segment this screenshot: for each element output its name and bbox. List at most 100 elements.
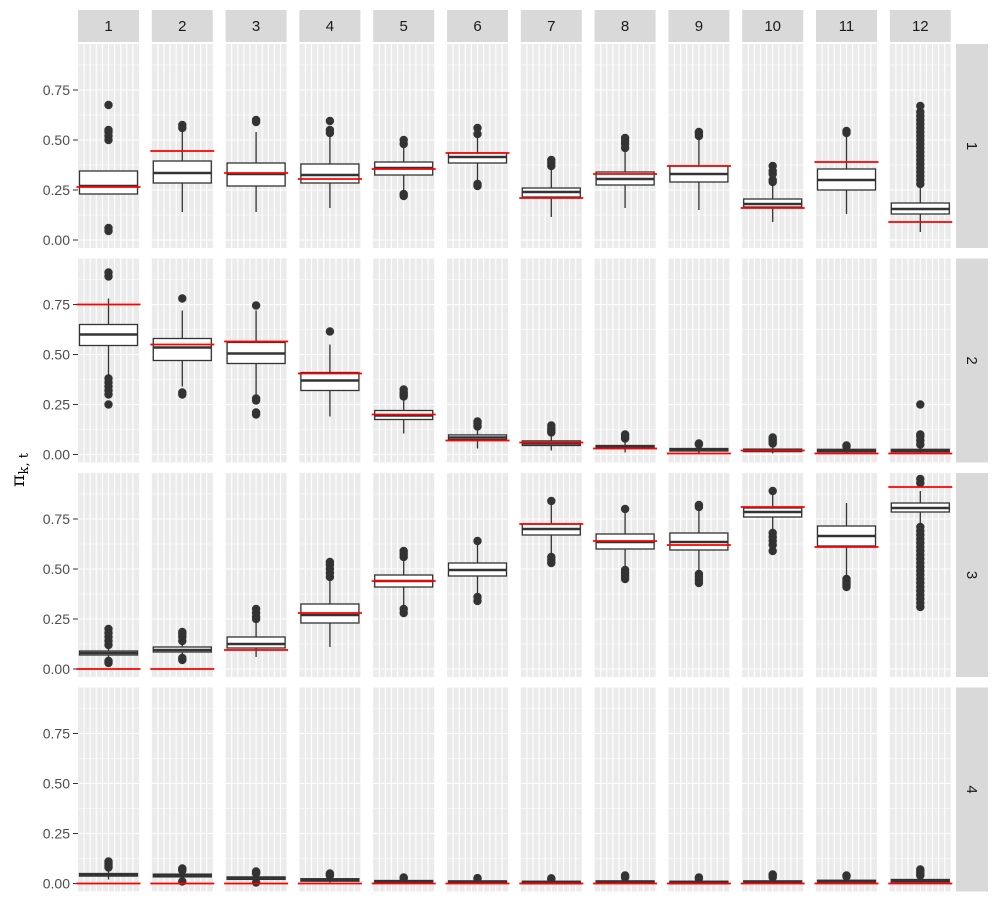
panel-row1-col5 <box>371 44 436 248</box>
column-strip-label-5: 5 <box>400 18 408 35</box>
row-strip-4 <box>956 687 988 892</box>
panel-row4-col7 <box>519 687 584 892</box>
panel-row3-col9 <box>666 473 731 677</box>
outlier-point <box>620 565 630 575</box>
y-tick-label: 0.00 <box>43 876 70 892</box>
column-strip-1 <box>78 10 139 42</box>
panel-row3-col1 <box>76 473 141 677</box>
outlier-point <box>620 430 630 439</box>
column-strip-5 <box>373 10 435 42</box>
panel-row4-col3 <box>224 687 289 892</box>
outlier-point <box>842 871 851 880</box>
outlier-point <box>104 125 113 135</box>
panel-row4-col10 <box>740 687 805 892</box>
row-strip-3 <box>956 473 988 677</box>
panel-row1-col6 <box>445 44 510 248</box>
panel-row2-col5 <box>371 258 436 463</box>
outlier-point <box>768 546 777 556</box>
outlier-point <box>768 486 777 496</box>
outlier-point <box>178 877 187 886</box>
outlier-point <box>842 574 851 584</box>
outlier-point <box>694 439 704 448</box>
column-strip-12 <box>889 10 951 42</box>
outlier-point <box>104 624 113 634</box>
outlier-point <box>399 189 408 199</box>
outlier-point <box>473 873 482 883</box>
column-strip-label-1: 1 <box>104 18 112 35</box>
column-strip-11 <box>816 10 877 42</box>
panel-row1-col11 <box>814 44 879 248</box>
panel-row2-col3 <box>224 258 289 463</box>
panel-row2-col1 <box>76 258 141 463</box>
outlier-point <box>251 867 261 876</box>
panel-row4-col6 <box>445 687 510 892</box>
outlier-point <box>325 327 335 336</box>
column-strip-4 <box>299 10 361 42</box>
outlier-point <box>768 433 777 442</box>
outlier-point <box>399 873 408 882</box>
outlier-point <box>473 417 482 426</box>
box <box>78 170 139 195</box>
column-strip-10 <box>742 10 804 42</box>
panel-row4-col2 <box>150 687 215 892</box>
outlier-point <box>104 268 113 277</box>
panel-row4-col4 <box>297 687 362 892</box>
row-strip-label-4: 4 <box>963 785 980 793</box>
box <box>300 163 360 184</box>
outlier-point <box>916 522 925 532</box>
outlier-point <box>178 388 187 397</box>
y-tick-label: 0.50 <box>43 561 70 577</box>
column-strip-2 <box>151 10 213 42</box>
outlier-point <box>547 496 556 506</box>
outlier-point <box>842 441 851 450</box>
box <box>152 337 212 362</box>
outlier-point <box>251 394 261 403</box>
outlier-point <box>620 504 630 514</box>
panel-row2-col4 <box>297 258 362 463</box>
outlier-point <box>178 294 187 303</box>
column-strip-9 <box>668 10 730 42</box>
column-strip-label-2: 2 <box>178 18 186 35</box>
outlier-point <box>104 857 113 866</box>
panel-row3-col7 <box>519 473 584 677</box>
panel-row4-col1 <box>76 687 141 892</box>
y-axis-title: πk, t <box>7 452 32 487</box>
y-tick-label: 0.50 <box>43 132 70 148</box>
panel-row3-col8 <box>593 473 658 677</box>
panel-row4-col8 <box>593 687 658 892</box>
column-strip-label-9: 9 <box>695 18 703 35</box>
outlier-point <box>768 175 777 185</box>
panel-row2-col10 <box>740 258 805 463</box>
outlier-point <box>178 653 187 663</box>
outlier-point <box>473 536 482 546</box>
outlier-point <box>473 123 482 133</box>
panel-row2-col2 <box>150 258 215 463</box>
outlier-point <box>399 546 408 556</box>
row-strip-1 <box>956 44 988 248</box>
panel-row4-col11 <box>814 687 879 892</box>
row-strip-label-3: 3 <box>963 571 980 579</box>
column-strip-label-7: 7 <box>547 18 555 35</box>
outlier-point <box>768 870 777 879</box>
outlier-point <box>325 557 335 567</box>
outlier-point <box>620 871 630 880</box>
outlier-point <box>473 592 482 602</box>
outlier-point <box>547 155 556 165</box>
outlier-point <box>916 400 925 409</box>
panel-row1-col7 <box>519 44 584 248</box>
panel-row4-col12 <box>888 687 953 892</box>
outlier-point <box>547 874 556 883</box>
panel-row1-col8 <box>593 44 658 248</box>
y-tick-label: 0.75 <box>43 82 70 98</box>
outlier-point <box>547 421 556 430</box>
column-strip-6 <box>447 10 508 42</box>
panel-row1-col10 <box>740 44 805 248</box>
column-strip-label-8: 8 <box>621 18 629 35</box>
panel-row2-col12 <box>888 258 953 463</box>
row-strip-label-2: 2 <box>963 356 980 364</box>
panel-row4-col5 <box>371 687 436 892</box>
y-tick-label: 0.00 <box>43 232 70 248</box>
outlier-point <box>916 474 925 484</box>
outlier-point <box>547 552 556 562</box>
